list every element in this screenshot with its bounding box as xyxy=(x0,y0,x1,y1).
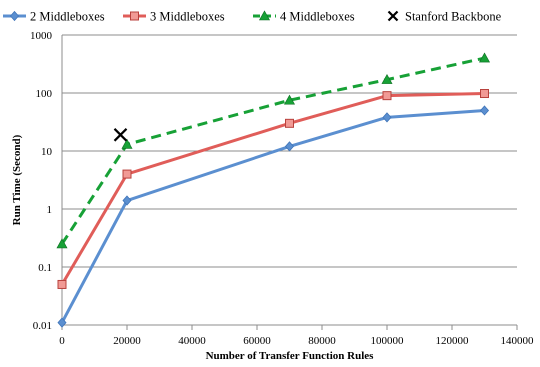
data-point xyxy=(57,317,67,328)
legend-marker xyxy=(9,10,20,22)
data-point xyxy=(284,141,295,152)
x-tick-label: 80000 xyxy=(308,335,336,347)
data-point xyxy=(121,138,133,149)
legend-marker xyxy=(387,10,399,22)
x-tick-label: 0 xyxy=(59,335,65,347)
x-tick-label: 140000 xyxy=(501,335,535,347)
data-point xyxy=(113,128,128,142)
data-point xyxy=(480,89,489,99)
x-tick-label: 100000 xyxy=(371,335,405,347)
data-point xyxy=(479,105,490,116)
series-group xyxy=(56,52,491,328)
legend-label: 4 Middleboxes xyxy=(280,10,355,24)
series-line xyxy=(60,56,485,245)
data-point xyxy=(122,195,132,206)
x-tick-label: 60000 xyxy=(243,335,271,347)
legend-label: Stanford Backbone xyxy=(405,10,502,24)
data-point xyxy=(57,279,67,289)
y-tick-label: 100 xyxy=(36,88,53,100)
y-tick-label: 1000 xyxy=(30,30,53,42)
data-point xyxy=(285,118,294,128)
legend-label: 2 Middleboxes xyxy=(30,10,105,24)
data-point xyxy=(283,94,296,105)
x-tick-label: 40000 xyxy=(178,335,206,347)
y-tick-label: 0.01 xyxy=(33,320,52,332)
data-point xyxy=(382,91,392,101)
legend-marker xyxy=(258,10,271,21)
x-axis-ticks: 0 20000 40000 60000 80000 100000 120000 140000 xyxy=(59,335,534,347)
legend-marker xyxy=(130,11,139,21)
legend: 2 Middleboxes 3 Middleboxes 4 Middleboxes S… xyxy=(3,10,502,24)
series-4-middleboxes xyxy=(56,52,491,249)
series-2-middleboxes xyxy=(57,105,490,328)
y-tick-label: 0.1 xyxy=(38,262,52,274)
data-point xyxy=(382,112,392,123)
y-tick-label: 1 xyxy=(47,204,53,216)
data-point xyxy=(56,238,68,249)
series-3-middleboxes xyxy=(57,89,489,289)
series-stanford-backbone xyxy=(113,128,128,142)
axes xyxy=(61,35,518,330)
x-tick-label: 20000 xyxy=(113,335,141,347)
data-point xyxy=(381,74,393,84)
y-axis-label: Run Time (Second) xyxy=(11,134,23,225)
y-axis-ticks: 0.01 0.1 1 10 100 1000 xyxy=(30,30,53,332)
x-tick-label: 120000 xyxy=(436,335,470,347)
legend-entry: 2 Middleboxes xyxy=(3,10,105,24)
legend-label: 3 Middleboxes xyxy=(150,10,225,24)
series-line xyxy=(60,92,485,286)
x-axis-label: Number of Transfer Function Rules xyxy=(206,350,375,362)
data-point xyxy=(122,169,132,179)
legend-entry: 4 Middleboxes xyxy=(253,10,355,24)
data-point xyxy=(478,52,491,63)
legend-entry: 3 Middleboxes xyxy=(123,10,225,24)
y-tick-label: 10 xyxy=(41,146,53,158)
legend-entry: Stanford Backbone xyxy=(387,10,502,24)
